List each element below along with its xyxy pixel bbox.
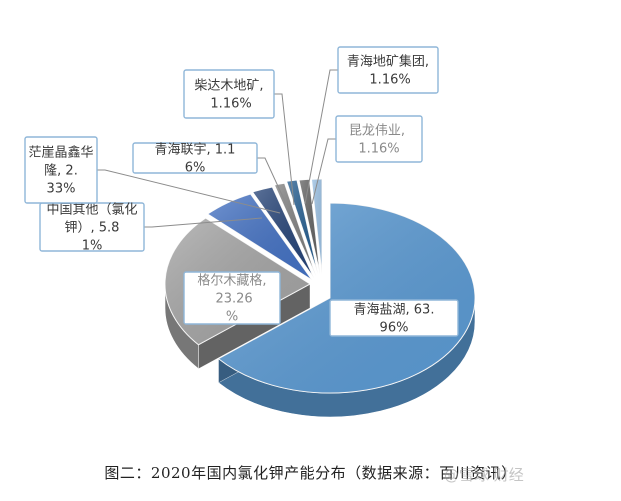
- data-label-box: [183, 69, 275, 119]
- data-label: 茫崖晶鑫华隆, 2. 33%: [28, 145, 93, 197]
- leader-line: [304, 69, 338, 205]
- data-label: 中国其他（氯化钾）, 5.8 1%: [46, 203, 137, 254]
- pie-slice-sheen: [311, 179, 322, 274]
- data-label-box: [132, 142, 258, 174]
- leader-line: [274, 93, 295, 206]
- data-label-box: [183, 271, 281, 325]
- pie-slice-sheen: [274, 183, 316, 276]
- leader-line: [311, 138, 336, 205]
- data-label: 昆龙伟业, 1.16%: [349, 124, 409, 157]
- leader-line: [144, 217, 263, 228]
- data-label: 青海联宇, 1.1 6%: [155, 143, 236, 176]
- data-label-box: [329, 299, 459, 337]
- pie-slice-sheen: [298, 179, 320, 274]
- data-label-box: [335, 115, 423, 163]
- pie-slice-sheen: [207, 193, 312, 280]
- data-label: 青海地矿集团, 1.16%: [347, 54, 429, 88]
- data-label-box: [337, 46, 439, 94]
- data-label: 青海盐湖, 63. 96%: [354, 303, 435, 336]
- data-label: 柴达木地矿, 1.16%: [194, 79, 263, 112]
- leader-line: [257, 157, 289, 209]
- data-label-box: [24, 136, 98, 204]
- pie-slice-sheen: [218, 203, 476, 394]
- data-label: 格尔木藏格, 23.26%: [197, 273, 266, 325]
- pie-slice-sheen: [286, 180, 318, 274]
- figure-caption: 图二：2020年国内氯化钾产能分布（数据来源：百川资讯）: [104, 464, 517, 482]
- leader-line: [97, 169, 281, 214]
- watermark: @雪球 财经: [444, 466, 524, 484]
